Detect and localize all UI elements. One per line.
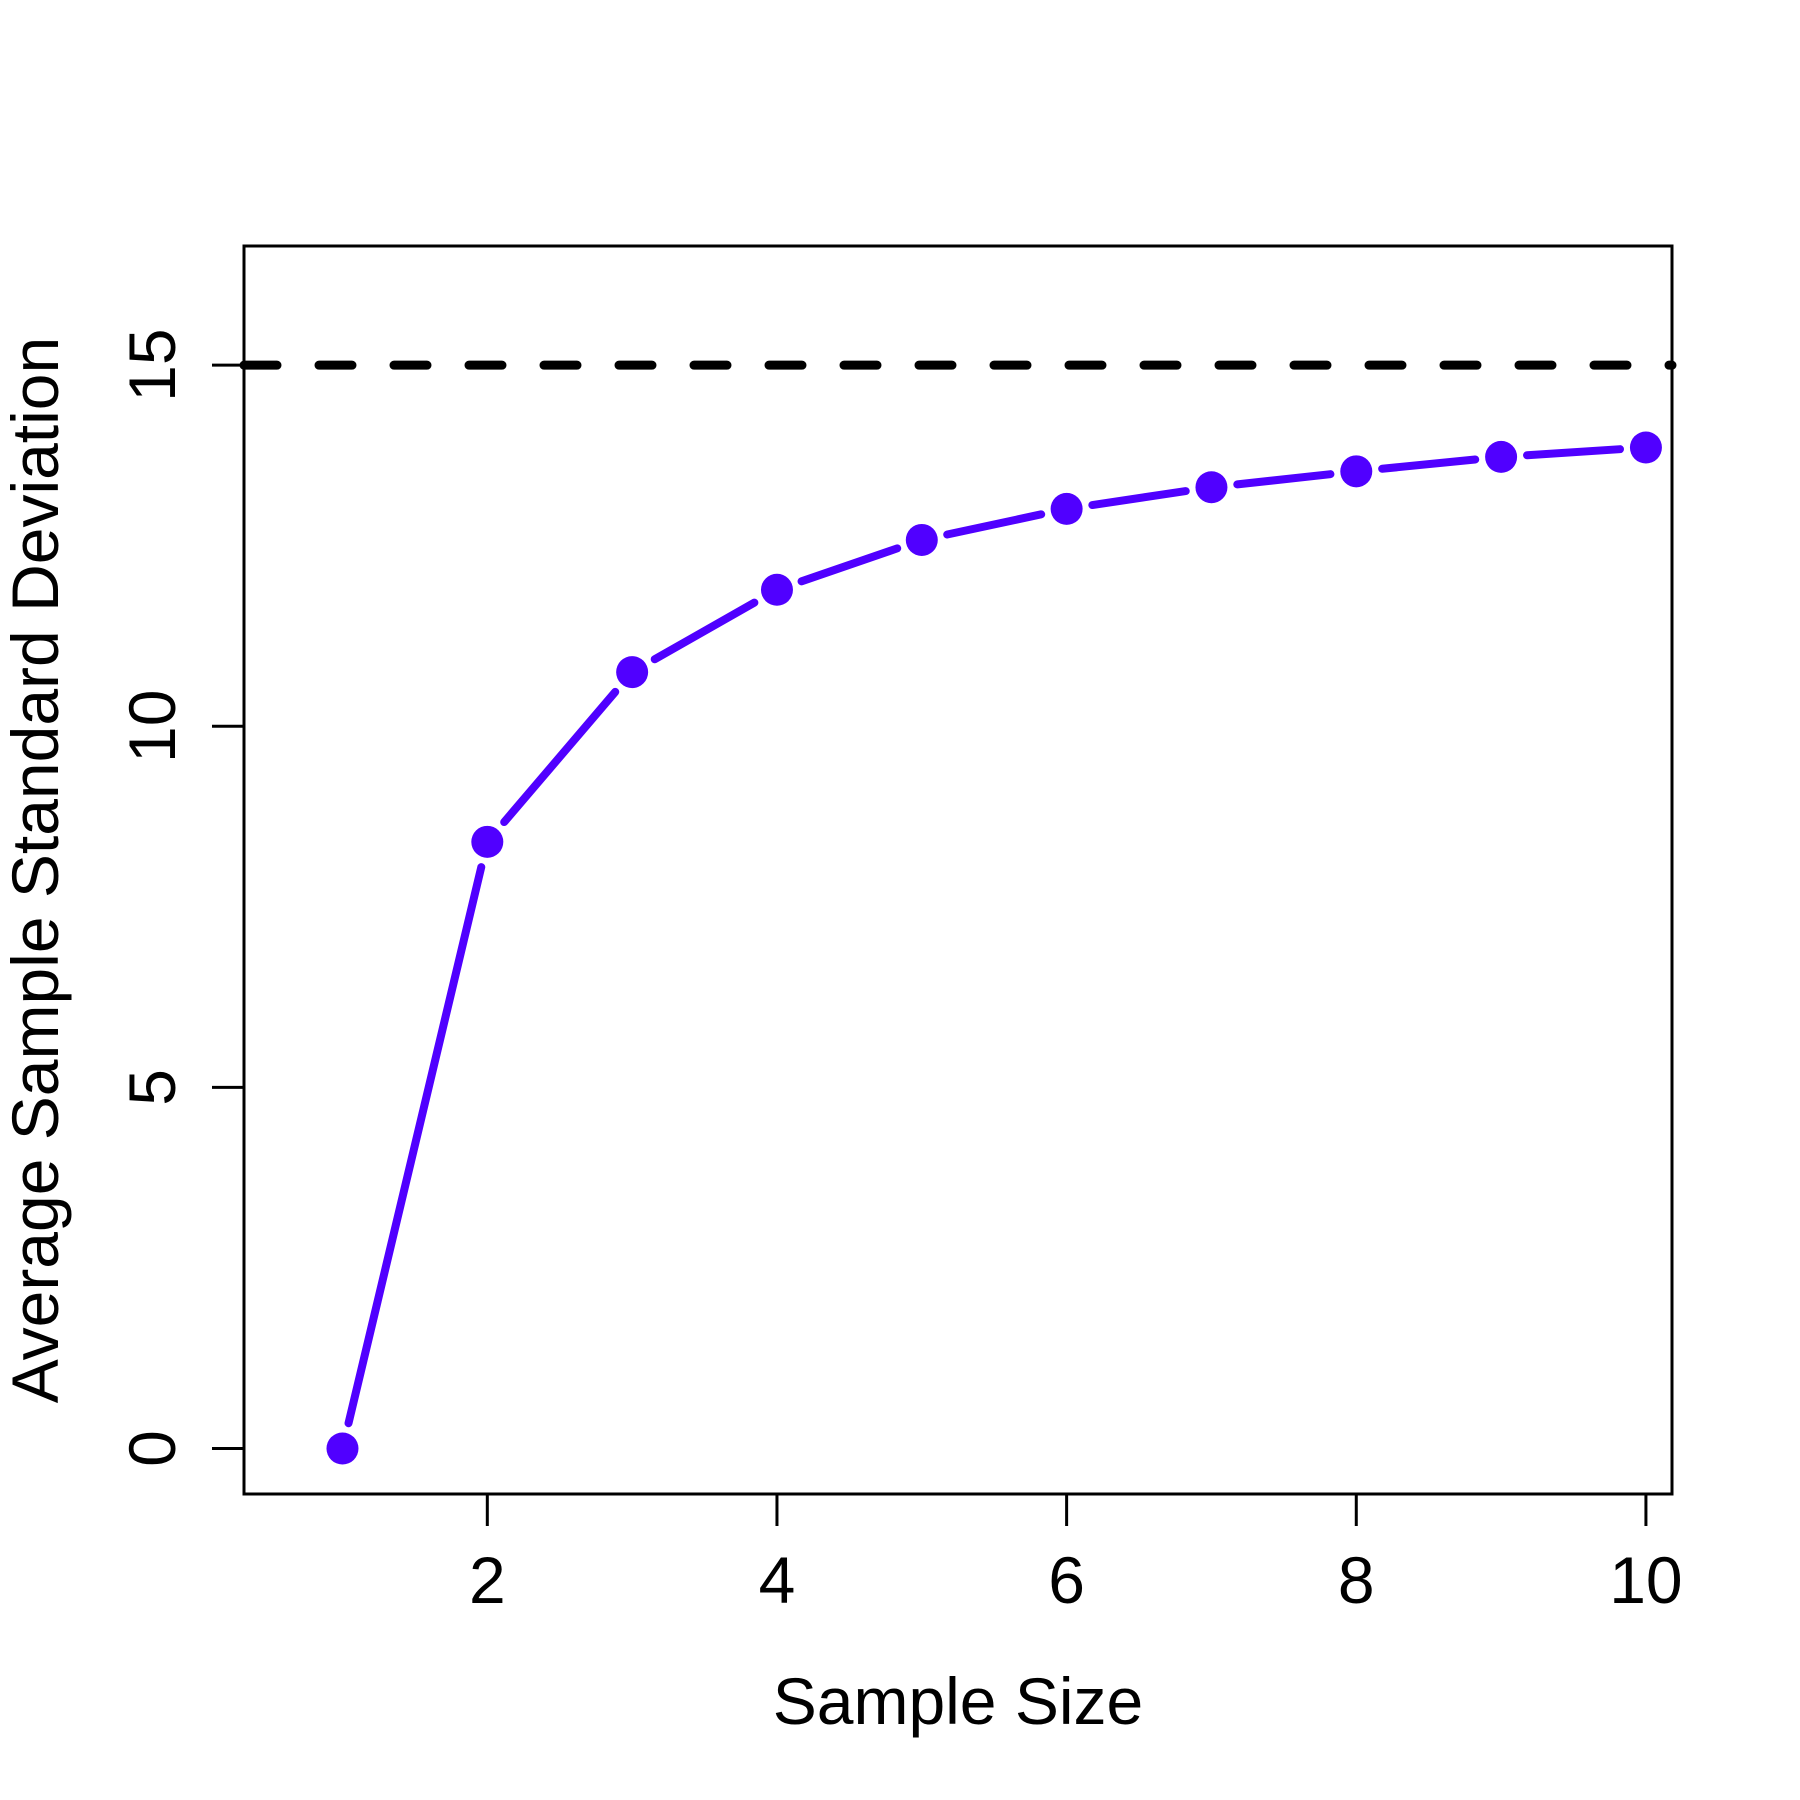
data-point [1340, 455, 1373, 488]
series-segment [650, 598, 759, 664]
series-segment [943, 510, 1046, 539]
series-segment [500, 687, 620, 827]
x-tick-label: 2 [469, 1543, 506, 1617]
data-point [1195, 471, 1228, 504]
y-axis: 0 5 10 15 [115, 328, 244, 1467]
y-axis-title: Average Sample Standard Deviation [0, 337, 72, 1403]
series-segment [1523, 445, 1624, 460]
data-point [905, 523, 938, 556]
y-tick-label: 15 [115, 328, 189, 401]
data-point [760, 573, 793, 606]
series-segment [344, 863, 486, 1428]
x-axis-title: Sample Size [773, 1664, 1144, 1738]
data-point [326, 1432, 359, 1465]
plot-frame [242, 244, 1674, 1496]
y-tick-label: 10 [115, 690, 189, 763]
x-tick-label: 4 [759, 1543, 796, 1617]
x-tick-label: 8 [1338, 1543, 1375, 1617]
y-tick-label: 5 [115, 1069, 189, 1106]
x-axis: 2 4 6 8 10 [469, 1494, 1683, 1617]
series-segment [1378, 455, 1480, 473]
x-tick-label: 6 [1048, 1543, 1085, 1617]
data-point [1050, 492, 1083, 525]
series-segment [1233, 470, 1335, 489]
data-point [1629, 431, 1662, 464]
plot-area [239, 360, 1677, 1465]
data-point [1485, 440, 1518, 473]
y-tick-label: 0 [115, 1430, 189, 1467]
x-tick-label: 10 [1609, 1543, 1682, 1617]
data-point [471, 825, 504, 858]
series-segment [1088, 487, 1190, 510]
series-segment [797, 544, 902, 586]
data-point [616, 656, 649, 689]
